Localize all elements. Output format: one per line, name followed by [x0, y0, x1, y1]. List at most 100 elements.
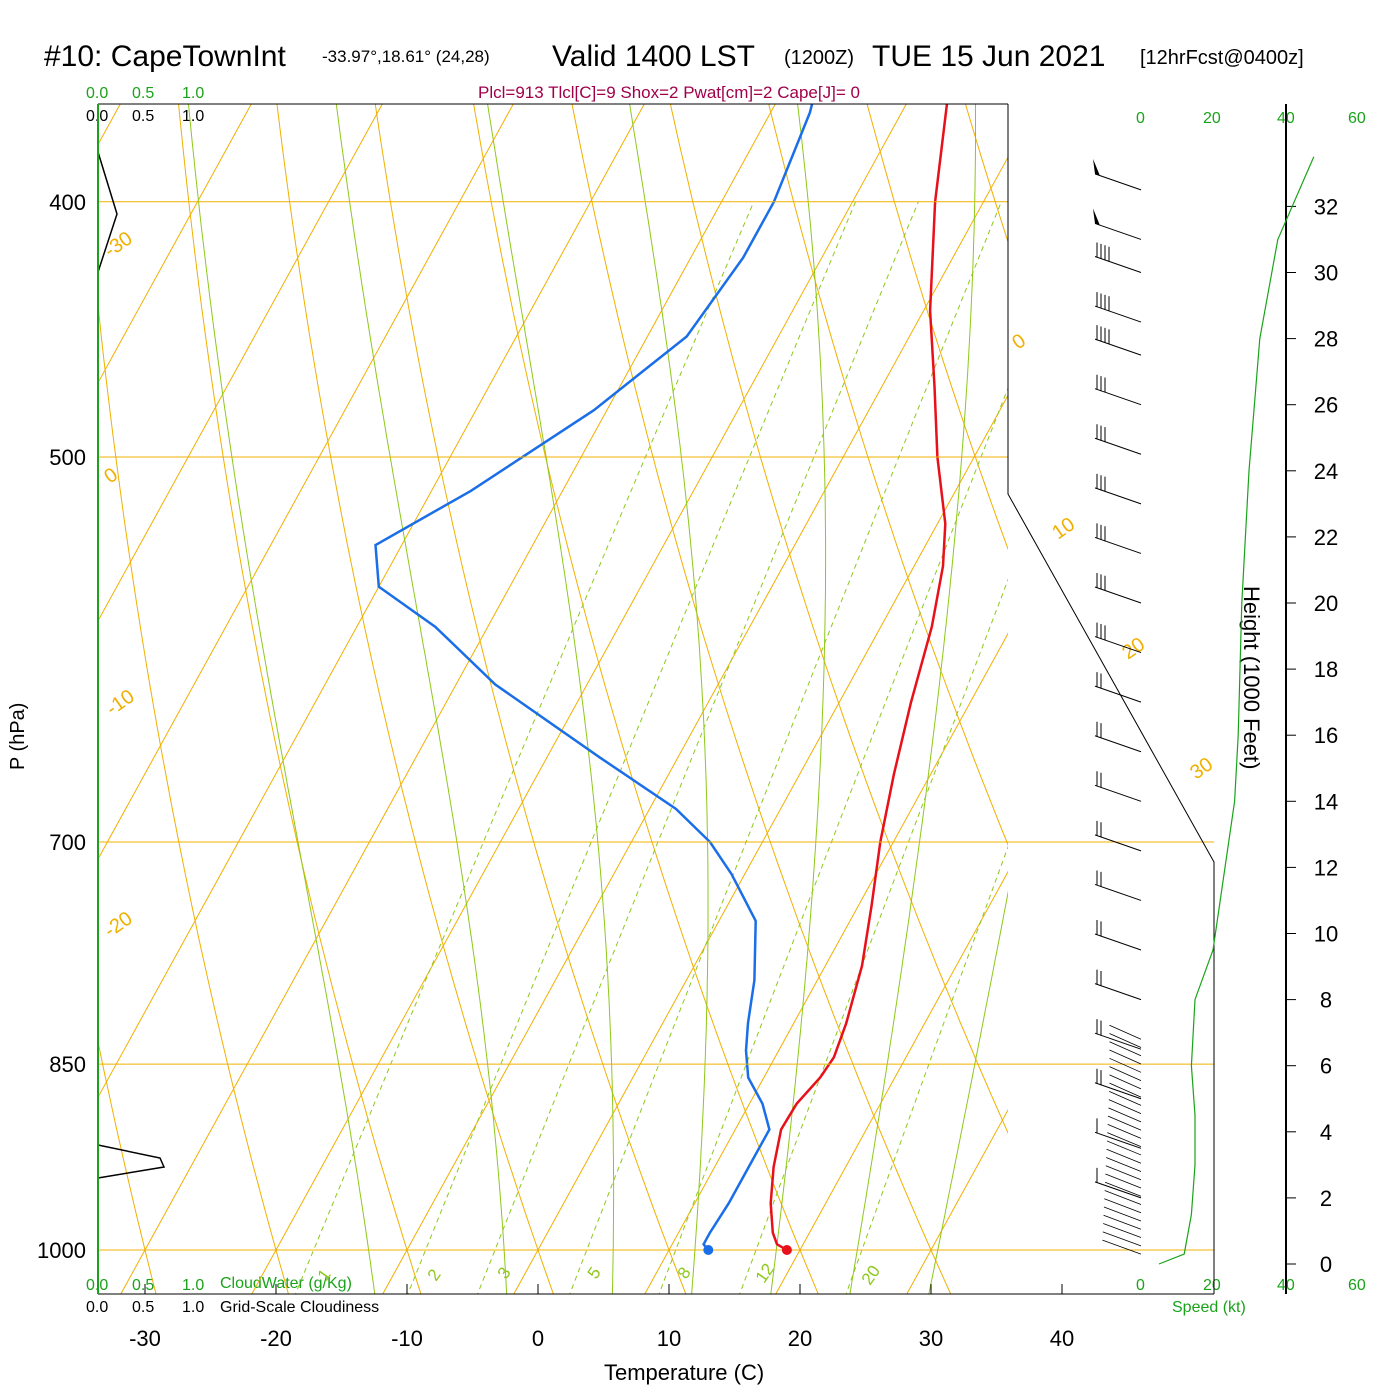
low-level-wind-barb	[1107, 1124, 1142, 1139]
mixing-ratio-line	[294, 201, 755, 1294]
low-level-wind-barb	[1109, 1024, 1142, 1040]
isotherm-label-upper: 0	[1008, 330, 1030, 354]
isotherm-line	[513, 394, 1008, 1294]
low-level-wind-barb	[1102, 1239, 1142, 1255]
isotherm-line	[1162, 0, 1400, 1306]
wind-barb	[1094, 820, 1142, 852]
top-cloudwater-scale-2: 1.0	[182, 85, 205, 102]
low-level-wind-barb	[1108, 1107, 1142, 1123]
surface-temperature-marker	[781, 1245, 792, 1255]
wind-barb-staff	[1094, 983, 1142, 1001]
dry-adiabat-line	[0, 0, 26, 1306]
wind-speed-profile-line	[1158, 156, 1315, 1265]
dry-adiabat-line	[1297, 0, 1400, 1306]
cloudiness-profile-upper	[97, 151, 118, 273]
low-level-wind-barb	[1106, 1140, 1142, 1156]
speed-scale-bottom-0: 0	[1136, 1277, 1145, 1294]
low-level-wind-barb	[1106, 1157, 1142, 1172]
wind-barb-flag	[1093, 208, 1100, 226]
temperature-tick-label: 0	[532, 1326, 544, 1351]
moist-adiabat-line	[629, 104, 709, 1294]
wind-barb	[1094, 920, 1142, 951]
wind-barb-staff	[1094, 536, 1142, 554]
isotherm-label: -30	[100, 227, 136, 262]
isotherm-line	[120, 104, 776, 1294]
dry-adiabat-line	[669, 104, 1008, 1135]
pressure-tick-label: 500	[49, 445, 86, 470]
bottom-cloudiness-scale-2: 1.0	[182, 1299, 205, 1316]
isotherm-label: -20	[100, 907, 136, 942]
temperature-tick-label: 30	[919, 1326, 943, 1351]
wind-barb	[1094, 622, 1142, 654]
height-tick-label: 4	[1320, 1120, 1332, 1145]
wind-barb	[1094, 374, 1142, 406]
mixing-ratio-label: 5	[584, 1264, 605, 1283]
isotherm-line	[382, 156, 1008, 1294]
isotherm-label: -10	[102, 685, 138, 720]
wind-barb-staff	[1094, 437, 1142, 455]
height-tick-label: 18	[1314, 657, 1338, 682]
dry-adiabat-line	[1385, 0, 1400, 1306]
wind-barb-staff	[1094, 685, 1142, 703]
mixing-ratio-line	[658, 386, 1008, 1294]
mixing-ratio-label: 2	[424, 1266, 445, 1285]
speed-scale-bottom-20: 20	[1203, 1277, 1221, 1294]
forecast-run: [12hrFcst@0400z]	[1140, 47, 1304, 69]
dry-adiabat-line	[98, 300, 289, 1294]
station-title: #10: CapeTownInt	[44, 40, 286, 73]
wind-barb-staff	[1094, 784, 1142, 802]
dry-adiabat-line	[964, 104, 1008, 244]
wind-barb-staff	[1094, 1082, 1142, 1100]
isotherm-line	[644, 632, 1008, 1294]
wind-barb-staff	[1094, 735, 1142, 753]
mixing-ratio-label: 1	[314, 1266, 335, 1285]
speed-scale-top-60: 60	[1348, 110, 1366, 127]
dry-adiabat-line	[178, 104, 422, 1294]
temperature-tick-label: 20	[788, 1326, 812, 1351]
wind-barb-staff	[1094, 883, 1142, 901]
isotherm-line	[775, 870, 1008, 1294]
moist-adiabat-line	[928, 890, 1008, 1294]
wind-barb-staff	[1094, 388, 1142, 406]
station-coords: -33.97°,18.61° (24,28)	[322, 47, 490, 66]
cloudiness-profile-lower	[97, 1144, 166, 1179]
bottom-cloudwater-scale-2: 1.0	[182, 1277, 205, 1294]
low-level-wind-barb	[1103, 1214, 1142, 1230]
mixing-ratio-line	[845, 845, 1008, 1294]
low-level-wind-barb	[1109, 1082, 1142, 1098]
low-level-wind-barb	[1103, 1206, 1142, 1222]
height-tick-label: 30	[1314, 261, 1338, 286]
wind-barb-staff	[1094, 636, 1142, 654]
dry-adiabat-line	[1120, 0, 1400, 1306]
isotherm-line	[98, 104, 514, 861]
dry-adiabat-line	[1208, 0, 1400, 1306]
wind-barb-staff	[1094, 1131, 1142, 1149]
low-level-wind-barb	[1103, 1223, 1142, 1238]
sounding-parameters: Plcl=913 Tlcl[C]=9 Shox=2 Pwat[cm]=2 Cap…	[478, 83, 860, 102]
moist-adiabat-line	[187, 104, 376, 1294]
temperature-tick-label: -30	[129, 1326, 161, 1351]
low-level-wind-barb	[1109, 1066, 1142, 1081]
temperature-tick-label: 40	[1050, 1326, 1074, 1351]
wind-barb-staff	[1094, 1032, 1142, 1050]
wind-barb	[1094, 1167, 1142, 1199]
isotherm-line	[98, 104, 645, 1099]
wind-barb	[1094, 672, 1142, 703]
isotherm-label: 30	[1186, 753, 1217, 784]
pressure-tick-label: 700	[49, 830, 86, 855]
dewpoint-profile-line	[374, 104, 814, 1251]
top-cloudwater-scale-0: 0.0	[86, 85, 109, 102]
wind-barb-flag	[1093, 158, 1100, 176]
moist-adiabat-line	[770, 104, 827, 1294]
wind-barb	[1093, 208, 1142, 240]
dry-adiabat-line	[276, 104, 554, 1294]
height-tick-label: 0	[1320, 1252, 1332, 1277]
cloudiness-legend: Grid-Scale Cloudiness	[220, 1299, 380, 1316]
wind-barb	[1094, 424, 1142, 455]
plot-frame-right	[1007, 104, 1215, 1294]
height-tick-label: 16	[1314, 723, 1338, 748]
low-level-wind-barb	[1108, 1099, 1142, 1114]
moist-adiabat-line	[849, 104, 976, 1294]
wind-barb	[1094, 242, 1142, 273]
